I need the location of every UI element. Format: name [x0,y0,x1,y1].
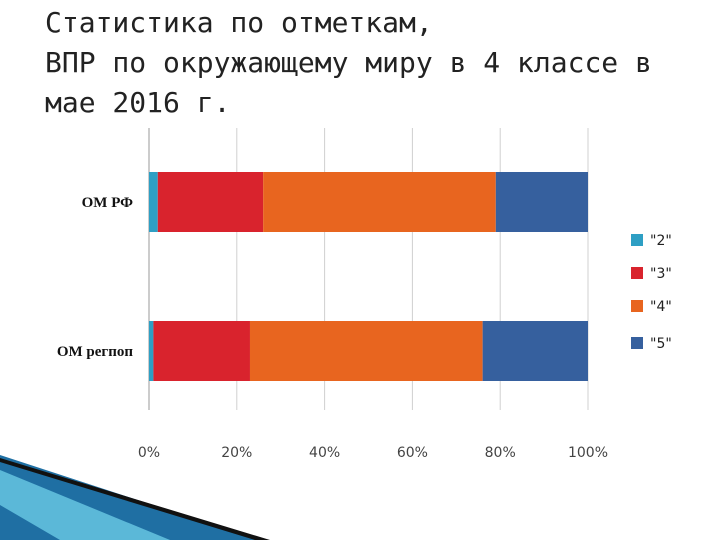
legend-label: "5" [650,336,672,352]
title-line: мае 2016 г. [45,86,230,119]
x-tick-label: 40% [309,445,340,461]
decoration [0,458,270,540]
decoration [0,470,170,540]
bar-segment [482,321,588,381]
legend-swatch [631,300,643,312]
bar-segment [263,172,496,232]
legend-swatch [631,337,643,349]
chart: 0% 20% 40% 60% 80% 100% ОМ РФ ОМ регпоп "2" "3" "4… [57,128,672,461]
bar-segment [495,172,588,232]
legend-swatch [631,267,643,279]
title-line: Статистика по отметкам, [45,6,433,39]
y-tick-label: ОМ РФ [82,195,133,211]
bar-segment [149,321,154,381]
x-tick-label: 20% [221,445,252,461]
legend-swatch [631,234,643,246]
legend-label: "2" [650,233,672,249]
x-tick-label: 0% [138,445,160,461]
x-tick-label: 80% [485,445,516,461]
x-tick-label: 100% [568,445,608,461]
legend-label: "4" [650,299,672,315]
y-tick-label: ОМ регпоп [57,344,134,360]
bar-segment [249,321,483,381]
bar-segment [157,172,264,232]
legend-label: "3" [650,266,672,282]
x-tick-label: 60% [397,445,428,461]
bar-segment [149,172,158,232]
title-line: ВПР по окружающему миру в 4 классе в [45,46,652,79]
bar-segment [153,321,250,381]
